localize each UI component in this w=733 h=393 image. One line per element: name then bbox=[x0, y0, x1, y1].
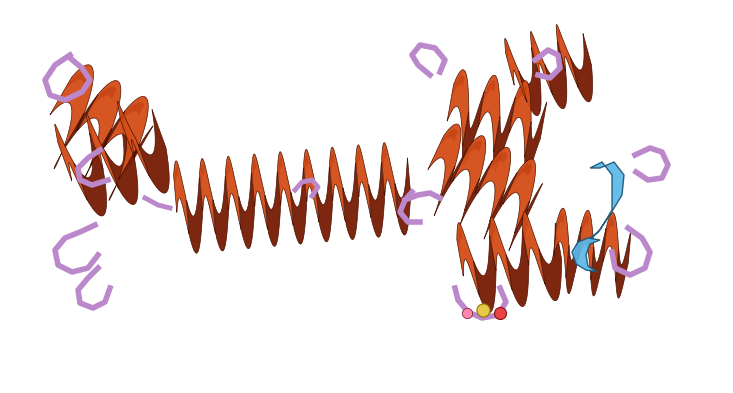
Polygon shape bbox=[525, 102, 547, 176]
Polygon shape bbox=[482, 81, 496, 105]
Polygon shape bbox=[531, 31, 553, 95]
Polygon shape bbox=[81, 110, 125, 185]
Polygon shape bbox=[519, 48, 541, 116]
Polygon shape bbox=[581, 215, 589, 238]
Polygon shape bbox=[104, 96, 148, 180]
Polygon shape bbox=[54, 94, 98, 169]
Polygon shape bbox=[477, 147, 511, 221]
Polygon shape bbox=[74, 132, 106, 216]
Polygon shape bbox=[317, 167, 333, 242]
Polygon shape bbox=[478, 75, 500, 152]
Polygon shape bbox=[117, 101, 150, 177]
Polygon shape bbox=[452, 136, 486, 210]
Polygon shape bbox=[77, 81, 121, 165]
Polygon shape bbox=[356, 151, 361, 174]
Polygon shape bbox=[199, 158, 216, 234]
Polygon shape bbox=[330, 147, 345, 222]
Polygon shape bbox=[55, 124, 87, 200]
Polygon shape bbox=[490, 217, 512, 290]
Polygon shape bbox=[447, 70, 469, 147]
Polygon shape bbox=[484, 172, 517, 239]
Polygon shape bbox=[303, 149, 319, 222]
Polygon shape bbox=[278, 157, 283, 184]
Polygon shape bbox=[434, 149, 467, 216]
Polygon shape bbox=[506, 43, 509, 66]
Polygon shape bbox=[457, 222, 479, 296]
Polygon shape bbox=[513, 86, 527, 111]
Polygon shape bbox=[507, 230, 529, 307]
Polygon shape bbox=[616, 230, 631, 298]
Polygon shape bbox=[88, 119, 95, 147]
Polygon shape bbox=[605, 218, 614, 241]
Polygon shape bbox=[382, 143, 397, 218]
Polygon shape bbox=[590, 162, 624, 240]
Polygon shape bbox=[251, 154, 268, 230]
Polygon shape bbox=[553, 208, 569, 278]
Polygon shape bbox=[174, 161, 189, 234]
Polygon shape bbox=[459, 161, 493, 228]
Polygon shape bbox=[539, 223, 561, 301]
Polygon shape bbox=[50, 65, 93, 149]
Polygon shape bbox=[395, 158, 410, 235]
Polygon shape bbox=[136, 109, 169, 193]
Polygon shape bbox=[226, 156, 241, 230]
Polygon shape bbox=[86, 113, 119, 189]
Polygon shape bbox=[213, 176, 229, 251]
Polygon shape bbox=[291, 167, 306, 244]
Polygon shape bbox=[109, 126, 153, 200]
Polygon shape bbox=[382, 148, 387, 174]
Polygon shape bbox=[438, 129, 457, 149]
Polygon shape bbox=[556, 213, 564, 236]
Polygon shape bbox=[474, 235, 496, 312]
Polygon shape bbox=[591, 228, 606, 296]
Polygon shape bbox=[63, 70, 89, 92]
Polygon shape bbox=[509, 184, 542, 251]
Polygon shape bbox=[556, 24, 578, 88]
Polygon shape bbox=[458, 228, 463, 254]
Polygon shape bbox=[578, 210, 594, 280]
Polygon shape bbox=[462, 141, 482, 162]
Polygon shape bbox=[200, 164, 205, 189]
Polygon shape bbox=[512, 164, 532, 185]
Polygon shape bbox=[252, 160, 257, 184]
Polygon shape bbox=[451, 75, 465, 99]
Polygon shape bbox=[505, 39, 527, 102]
Polygon shape bbox=[558, 29, 561, 53]
Polygon shape bbox=[330, 153, 335, 178]
Point bbox=[477, 307, 489, 313]
Polygon shape bbox=[570, 33, 592, 102]
Polygon shape bbox=[523, 217, 528, 243]
Polygon shape bbox=[343, 163, 358, 239]
Polygon shape bbox=[490, 222, 496, 249]
Polygon shape bbox=[57, 130, 64, 158]
Polygon shape bbox=[304, 155, 309, 180]
Point bbox=[494, 310, 506, 316]
Polygon shape bbox=[117, 102, 144, 125]
Point bbox=[461, 310, 473, 316]
Polygon shape bbox=[174, 166, 179, 190]
Polygon shape bbox=[119, 107, 126, 136]
Polygon shape bbox=[463, 91, 485, 165]
Polygon shape bbox=[509, 81, 531, 157]
Polygon shape bbox=[493, 97, 515, 171]
Polygon shape bbox=[226, 162, 231, 188]
Polygon shape bbox=[545, 41, 567, 109]
Polygon shape bbox=[503, 159, 536, 233]
Polygon shape bbox=[265, 172, 281, 246]
Polygon shape bbox=[603, 213, 619, 281]
Polygon shape bbox=[278, 152, 293, 226]
Polygon shape bbox=[369, 162, 385, 237]
Polygon shape bbox=[487, 152, 507, 173]
Polygon shape bbox=[572, 238, 600, 272]
Polygon shape bbox=[428, 124, 461, 198]
Polygon shape bbox=[523, 211, 545, 284]
Polygon shape bbox=[566, 226, 581, 294]
Polygon shape bbox=[356, 145, 371, 218]
Polygon shape bbox=[531, 36, 535, 59]
Polygon shape bbox=[90, 86, 117, 108]
Polygon shape bbox=[106, 121, 138, 204]
Polygon shape bbox=[239, 173, 254, 249]
Polygon shape bbox=[187, 177, 202, 253]
